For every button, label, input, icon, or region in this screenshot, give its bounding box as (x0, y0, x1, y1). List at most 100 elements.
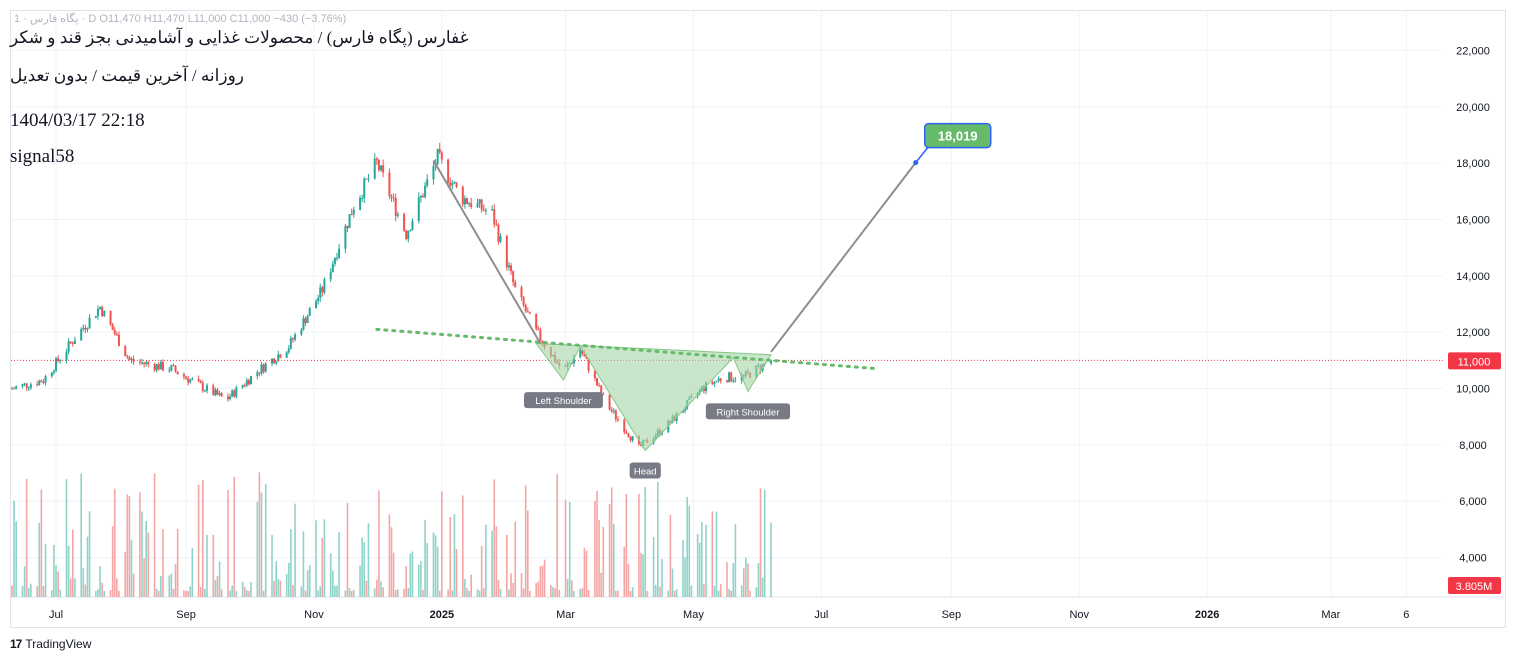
candle-body (96, 308, 99, 317)
volume-bar (36, 586, 38, 597)
candle-body (319, 287, 322, 298)
volume-bar (688, 505, 691, 597)
volume-bar (441, 491, 443, 597)
volume-bar (246, 590, 248, 597)
x-tick-label: Sep (942, 609, 962, 621)
volume-bar (703, 584, 705, 597)
volume-bar (229, 590, 231, 597)
volume-bar (652, 536, 655, 597)
volume-bar (95, 590, 97, 597)
candle-body (113, 330, 116, 335)
volume-bar (157, 590, 160, 597)
volume-bar (367, 523, 370, 597)
volume-bar (749, 590, 751, 597)
candle-body (271, 358, 273, 364)
volume-bar (25, 478, 28, 597)
volume-bar (602, 526, 605, 597)
volume-bars (11, 472, 772, 597)
candle-body (36, 384, 39, 386)
volume-bar (432, 532, 435, 597)
candle-body (373, 158, 376, 179)
x-tick-label: Mar (556, 609, 575, 621)
volume-bar (279, 580, 282, 597)
volume-bar (243, 586, 246, 597)
candle-body (277, 354, 280, 362)
candle-body (168, 370, 171, 372)
candle-body (526, 311, 529, 313)
volume-bar (323, 519, 326, 597)
candle-body (451, 183, 454, 186)
volume-bar (350, 590, 353, 597)
volume-bar (290, 529, 292, 597)
candle-body (581, 350, 584, 354)
volume-bar (67, 546, 70, 597)
candle-body (231, 390, 234, 397)
volume-bar (124, 551, 127, 597)
candle-body (468, 203, 471, 205)
volume-bar (537, 581, 540, 597)
target-box (923, 122, 992, 149)
volume-bar (698, 542, 701, 597)
candle-body (417, 197, 420, 222)
candle-body (600, 385, 603, 395)
candle-body (732, 380, 735, 382)
candle-body (182, 374, 185, 377)
author-name: signal58 (10, 146, 75, 167)
candle-body (138, 361, 141, 363)
grid (11, 11, 1443, 597)
volume-bar (554, 588, 556, 597)
candle-body (329, 272, 332, 280)
volume-bar (451, 590, 454, 597)
candle-body (715, 380, 718, 382)
y-tick-label: 22,000 (1456, 45, 1490, 57)
candle-body (57, 358, 60, 362)
volume-bar (361, 537, 363, 597)
x-tick-label: 6 (1403, 609, 1409, 621)
candle-body (484, 210, 487, 212)
candle-body (367, 178, 370, 180)
candle-body (453, 182, 456, 184)
volume-bar (539, 566, 542, 597)
volume-bar (101, 582, 103, 597)
volume-bar (172, 588, 175, 597)
volume-bar (55, 565, 57, 597)
projection-line (770, 161, 917, 353)
volume-bar (332, 570, 334, 597)
volume-bar (308, 565, 311, 597)
volume-bar (160, 575, 162, 597)
candle-body (449, 182, 452, 186)
volume-bar (705, 524, 707, 597)
candle-body (455, 182, 458, 187)
volume-bar (304, 590, 307, 597)
volume-bar (403, 588, 405, 597)
target-pointer (915, 147, 929, 164)
chart-subtitle: روزانه / آخرین قیمت / بدون تعدیل (10, 66, 245, 85)
candle-body (616, 419, 619, 421)
volume-tag (1448, 577, 1501, 594)
volume-bar (69, 578, 72, 597)
candle-body (302, 318, 305, 330)
candle-body (505, 236, 508, 268)
volume-bar (74, 578, 76, 597)
candle-body (111, 324, 114, 331)
tradingview-logo[interactable]: 17 TradingView (10, 637, 91, 651)
y-tick-label: 16,000 (1456, 214, 1490, 226)
volume-bar (113, 488, 116, 597)
volume-bar (376, 579, 378, 597)
candle-body (352, 209, 355, 215)
candle-body (405, 230, 408, 239)
volume-bar (491, 530, 493, 597)
volume-bar (478, 590, 481, 597)
price-chart[interactable]: 22,000 20,000 18,000 16,000 14,000 12,000 10,0… (11, 11, 1505, 627)
volume-bar (139, 492, 141, 597)
candle-body (23, 383, 26, 385)
candle-body (212, 385, 215, 396)
candle-body (394, 197, 397, 216)
volume-bar (625, 493, 628, 597)
volume-bar (382, 587, 384, 597)
candle-body (44, 376, 47, 383)
candle-body (285, 352, 288, 358)
volume-bar (642, 554, 644, 597)
volume-bar (162, 529, 164, 597)
volume-bar (552, 587, 554, 597)
